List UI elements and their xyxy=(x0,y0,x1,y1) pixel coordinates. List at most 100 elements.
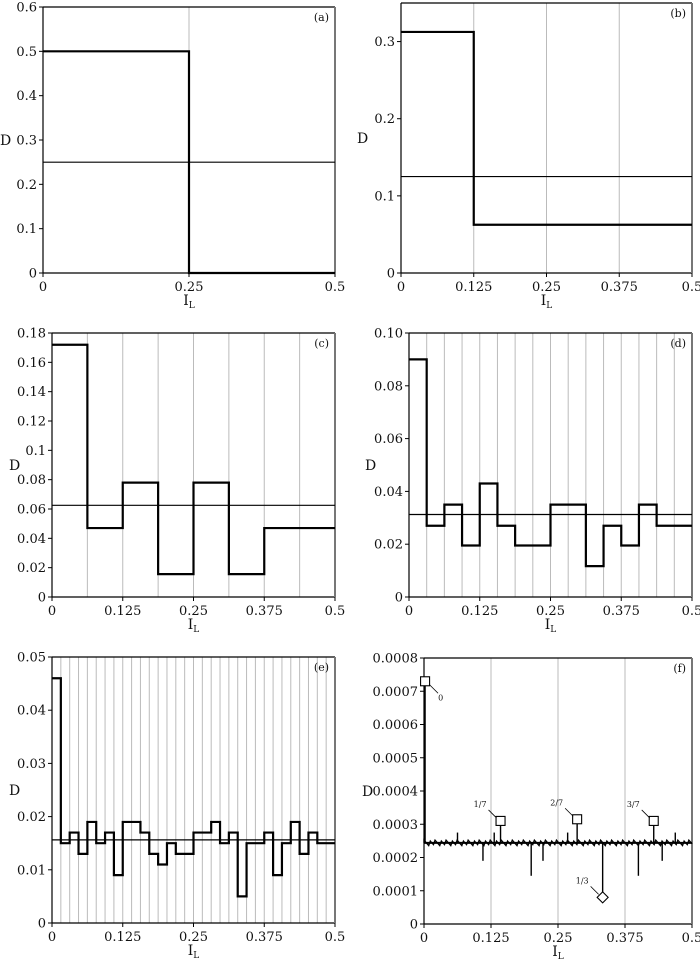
y-tick-label: 0.08 xyxy=(374,379,403,394)
x-tick-label: 0 xyxy=(39,280,47,295)
y-tick-label: 0.1 xyxy=(25,444,46,459)
y-tick-label: 0.0005 xyxy=(373,751,419,766)
y-tick-label: 0 xyxy=(38,917,46,932)
y-tick-label: 0.06 xyxy=(374,432,403,447)
y-axis-label: D xyxy=(362,784,373,800)
y-axis-label: D xyxy=(365,458,376,474)
y-tick-label: 0.3 xyxy=(16,134,37,149)
x-tick-label: 0.5 xyxy=(682,931,700,946)
x-tick-label: 0.125 xyxy=(455,280,492,295)
y-tick-label: 0.1 xyxy=(374,189,395,204)
panel-d: 0 0.02 0.04 0.06 0.08 0.10 0 0.125 0.25 0.375 0.5 I… xyxy=(365,327,700,636)
x-tick-label: 0.25 xyxy=(179,604,208,619)
y-tick-label: 0.02 xyxy=(17,810,46,825)
y-tick-label: 0.04 xyxy=(17,704,46,719)
y-tick-label: 0.3 xyxy=(374,35,395,50)
annotation-leader xyxy=(428,683,439,694)
x-tick-label: 0.125 xyxy=(104,604,141,619)
y-axis-label: D xyxy=(0,133,11,149)
y-tick-label: 0.0002 xyxy=(373,851,419,866)
y-tick-label: 0.0007 xyxy=(373,685,419,700)
y-tick-label: 0.0004 xyxy=(373,785,419,800)
y-tick-label: 0.14 xyxy=(17,385,46,400)
y-tick-label: 0.04 xyxy=(374,485,403,500)
annotation-label: 1/3 xyxy=(576,876,589,885)
y-tick-label: 0.08 xyxy=(17,473,46,488)
y-tick-label: 0.2 xyxy=(374,112,395,127)
y-tick-label: 0.01 xyxy=(17,863,46,878)
square-marker-icon xyxy=(572,814,583,825)
y-tick-label: 0.0001 xyxy=(373,884,419,899)
y-tick-label: 0 xyxy=(38,591,46,606)
step-series xyxy=(52,677,335,898)
annotation-label: 2/7 xyxy=(550,798,563,807)
x-tick-label: 0.5 xyxy=(325,604,346,619)
y-tick-label: 0.16 xyxy=(17,356,46,371)
annotation-label: 0 xyxy=(438,693,443,702)
y-tick-label: 0.12 xyxy=(17,415,46,430)
annotation-leader xyxy=(590,886,599,895)
y-tick-label: 0.02 xyxy=(17,561,46,576)
x-axis-label-subscript: L xyxy=(193,951,199,961)
y-axis-label: D xyxy=(357,131,368,147)
x-tick-label: 0.25 xyxy=(536,604,565,619)
y-axis-label: D xyxy=(9,458,20,474)
step-series xyxy=(409,358,692,568)
x-tick-label: 0.25 xyxy=(544,931,573,946)
x-tick-label: 0 xyxy=(397,280,405,295)
x-axis-label-subscript: L xyxy=(558,952,564,962)
square-marker-icon xyxy=(648,815,659,826)
x-axis-label-subscript: L xyxy=(193,625,199,635)
y-tick-label: 0.5 xyxy=(16,45,37,60)
x-axis-label: IL xyxy=(188,617,200,635)
x-axis-label-subscript: L xyxy=(546,301,552,311)
x-tick-label: 0.5 xyxy=(325,930,346,945)
y-tick-label: 0.4 xyxy=(16,89,37,104)
panel-label: (a) xyxy=(314,11,329,24)
annotation-leader xyxy=(564,807,574,817)
annotation-label: 1/7 xyxy=(474,800,487,809)
x-tick-label: 0 xyxy=(420,931,428,946)
x-axis-label-subscript: L xyxy=(550,625,556,635)
y-tick-label: 0.0006 xyxy=(373,718,419,733)
x-tick-label: 0.125 xyxy=(104,930,141,945)
panel-a: 0 0.1 0.2 0.3 0.4 0.5 0.6 0 0.25 0.5 IL D (a) xyxy=(0,1,345,312)
x-axis-label: IL xyxy=(541,293,553,311)
y-tick-label: 0.18 xyxy=(17,327,46,342)
x-tick-label: 0.375 xyxy=(603,604,640,619)
y-tick-label: 0.02 xyxy=(374,538,403,553)
x-axis-label-subscript: L xyxy=(189,301,195,311)
panel-label: (c) xyxy=(314,337,329,350)
y-tick-label: 0.04 xyxy=(17,532,46,547)
y-tick-label: 0.2 xyxy=(16,178,37,193)
y-tick-label: 0.05 xyxy=(17,651,46,666)
diamond-marker-icon xyxy=(596,891,609,904)
x-tick-label: 0 xyxy=(48,604,56,619)
panel-c: 0 0.02 0.04 0.06 0.08 0.1 0.12 0.14 0.16 0.18 0 0.1… xyxy=(9,327,345,636)
panel-label: (b) xyxy=(670,7,686,20)
x-tick-label: 0.375 xyxy=(246,930,283,945)
x-tick-label: 0.125 xyxy=(461,604,498,619)
y-tick-label: 0.06 xyxy=(17,503,46,518)
panel-label: (f) xyxy=(673,662,686,675)
x-tick-label: 0.5 xyxy=(682,604,700,619)
panel-f: 0 0.0001 0.0002 0.0003 0.0004 0.0005 0.0006 0.0… xyxy=(362,652,700,963)
x-tick-label: 0 xyxy=(48,930,56,945)
x-axis-label: IL xyxy=(183,293,195,311)
y-tick-label: 0.03 xyxy=(17,757,46,772)
x-axis-label: IL xyxy=(188,943,200,961)
y-tick-label: 0 xyxy=(395,591,403,606)
y-tick-label: 0 xyxy=(387,267,395,282)
panel-e: 0 0.01 0.02 0.03 0.04 0.05 0 0.125 0.25 0.375 0.5 I… xyxy=(9,651,345,962)
x-axis-label: IL xyxy=(552,944,564,962)
panel-label: (e) xyxy=(314,661,329,674)
x-tick-label: 0.375 xyxy=(246,604,283,619)
square-marker-icon xyxy=(495,815,506,826)
x-tick-label: 0.25 xyxy=(532,280,561,295)
x-tick-label: 0.25 xyxy=(179,930,208,945)
x-axis-label: IL xyxy=(545,617,557,635)
x-tick-label: 0 xyxy=(405,604,413,619)
step-series xyxy=(52,343,335,576)
annotation-label: 3/7 xyxy=(627,800,640,809)
